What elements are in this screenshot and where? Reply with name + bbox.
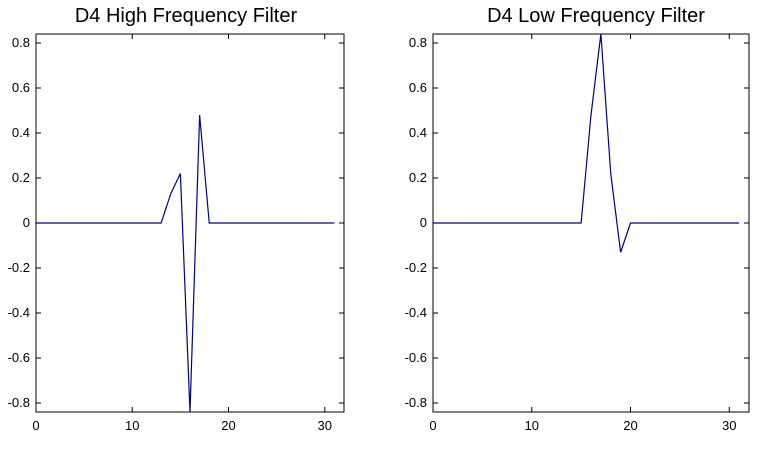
y-tick-label: -0.4 [405,305,427,320]
y-tick-label: 0.4 [409,125,427,140]
series-line [36,114,335,413]
x-tick-label: 10 [525,418,539,433]
y-tick-label: -0.6 [405,350,427,365]
tick-labels: -0.8 -0.6 -0.4 -0.2 0 0.2 0.4 0.6 0.8 0 10 20 30 [405,35,737,433]
high-frequency-filter-plot: D4 High Frequency Filter -0.8-0.6-0.4-0.… [8,5,345,433]
low-frequency-filter-plot: D4 Low Frequency Filter -0.8 -0.6 -0.4 -0.2… [405,5,750,433]
y-tick-label: -0.8 [405,395,427,410]
x-tick-label: 30 [722,418,736,433]
y-tick-label: -0.2 [8,260,30,275]
axis-ticks [432,34,749,412]
chart-title: D4 Low Frequency Filter [487,5,705,27]
series-line [433,33,740,253]
y-tick-label: 0.8 [12,35,30,50]
y-tick-label: 0 [420,215,427,230]
y-tick-label: -0.4 [8,305,30,320]
y-tick-label: 0 [23,215,30,230]
y-tick-label: 0.6 [409,80,427,95]
y-tick-label: 0.2 [409,170,427,185]
x-tick-label: 30 [318,418,332,433]
x-tick-label: 20 [221,418,235,433]
x-tick-label: 0 [32,418,39,433]
y-tick-label: 0.2 [12,170,30,185]
chart-title: D4 High Frequency Filter [75,5,298,27]
y-tick-label: 0.8 [409,35,427,50]
tick-labels: -0.8 -0.6 -0.4 -0.2 0 0.2 0.4 0.6 0.8 0 10 20 30 [8,35,332,433]
x-tick-label: 10 [125,418,139,433]
y-tick-label: -0.6 [8,350,30,365]
y-tick-label: 0.4 [12,125,30,140]
y-tick-label: -0.2 [405,260,427,275]
y-tick-label: -0.8 [8,395,30,410]
x-tick-label: 0 [429,418,436,433]
y-tick-label: 0.6 [12,80,30,95]
x-tick-label: 20 [623,418,637,433]
